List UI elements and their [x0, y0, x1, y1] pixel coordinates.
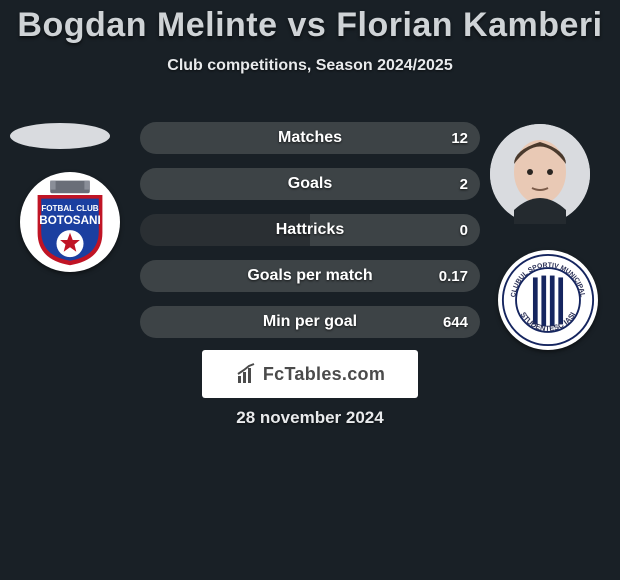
page-title: Bogdan Melinte vs Florian Kamberi	[0, 0, 620, 45]
stat-value-right: 12	[451, 122, 468, 154]
stat-value-right: 2	[460, 168, 468, 200]
player-right-avatar	[490, 124, 590, 224]
bars-icon	[235, 362, 259, 386]
watermark: FcTables.com	[202, 350, 418, 398]
stat-label: Goals per match	[140, 260, 480, 292]
stat-label: Goals	[140, 168, 480, 200]
poli-iasi-icon: CLUBUL SPORTIV MUNICIPAL STUDENTESC IASI	[501, 253, 595, 347]
comparison-card: Bogdan Melinte vs Florian Kamberi Club c…	[0, 0, 620, 75]
stat-row: Min per goal644	[140, 306, 480, 338]
date-text: 28 november 2024	[0, 408, 620, 428]
svg-text:BOTOSANI: BOTOSANI	[39, 214, 100, 227]
stat-value-right: 644	[443, 306, 468, 338]
player-left-avatar	[10, 123, 110, 149]
stat-bars: Matches12 Goals2 Hattricks0 Goals per match…	[140, 122, 480, 352]
stat-label: Hattricks	[140, 214, 480, 246]
player-face-icon	[490, 124, 590, 224]
watermark-text: FcTables.com	[263, 364, 385, 385]
svg-text:FOTBAL CLUB: FOTBAL CLUB	[41, 204, 98, 213]
stat-row: Goals per match0.17	[140, 260, 480, 292]
club-right-badge: CLUBUL SPORTIV MUNICIPAL STUDENTESC IASI	[498, 250, 598, 350]
fc-botosani-icon: FOTBAL CLUB BOTOSANI	[25, 177, 115, 267]
club-left-badge: FOTBAL CLUB BOTOSANI	[20, 172, 120, 272]
stat-value-right: 0	[460, 214, 468, 246]
stat-row: Matches12	[140, 122, 480, 154]
stat-row: Hattricks0	[140, 214, 480, 246]
stat-label: Matches	[140, 122, 480, 154]
stat-value-right: 0.17	[439, 260, 468, 292]
stat-label: Min per goal	[140, 306, 480, 338]
stat-row: Goals2	[140, 168, 480, 200]
season-subtitle: Club competitions, Season 2024/2025	[0, 57, 620, 75]
